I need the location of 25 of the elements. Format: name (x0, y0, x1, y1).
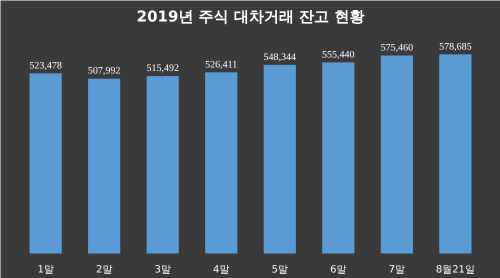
bar (88, 78, 120, 254)
data-label: 523,478 (29, 60, 62, 72)
bar (439, 54, 472, 254)
x-tick-label: 8월21일 (436, 264, 475, 276)
data-label: 575,460 (380, 42, 414, 54)
chart-title: 2019년 주식 대차거래 잔고 현황 (136, 8, 364, 26)
data-label: 507,992 (88, 66, 120, 77)
bar (380, 56, 413, 254)
bar (322, 62, 354, 254)
data-label: 526,411 (205, 59, 238, 70)
x-tick-label: 3말 (154, 264, 171, 276)
x-tick-label: 1말 (37, 264, 54, 276)
x-tick-label: 6말 (330, 264, 346, 276)
bar (205, 72, 238, 254)
bar (30, 73, 62, 254)
bar (146, 76, 179, 254)
data-label: 548,344 (264, 52, 296, 63)
data-label: 578,685 (439, 41, 472, 52)
x-tick-label: 4말 (213, 264, 230, 276)
data-label: 555,440 (322, 49, 355, 60)
x-tick-label: 2말 (96, 264, 112, 276)
x-tick-label: 5말 (272, 264, 288, 276)
bar (264, 64, 296, 254)
data-label: 515,492 (146, 63, 179, 74)
x-tick-label: 7말 (388, 264, 406, 276)
